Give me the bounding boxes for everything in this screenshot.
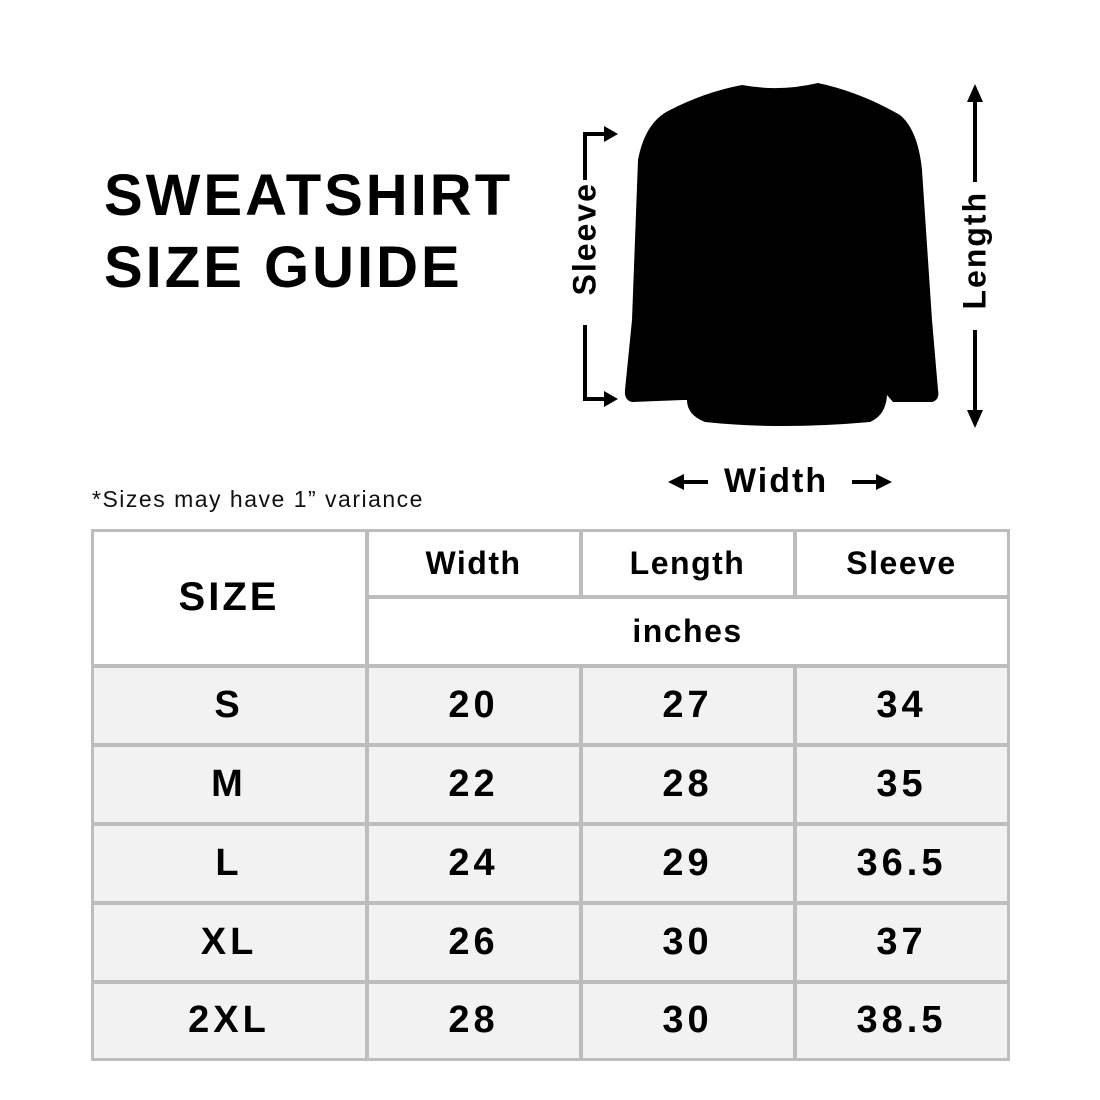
cell-size: S (90, 664, 368, 746)
cell-width: 28 (365, 980, 582, 1061)
col-header-width: Width (365, 528, 582, 598)
cell-size: M (90, 743, 368, 825)
cell-width: 20 (365, 664, 582, 746)
cell-sleeve: 37 (793, 901, 1010, 983)
cell-sleeve: 38.5 (793, 980, 1010, 1061)
cell-size: L (90, 822, 368, 904)
cell-sleeve: 34 (793, 664, 1010, 746)
col-header-sleeve: Sleeve (793, 528, 1010, 598)
unit-header: inches (365, 595, 1010, 667)
cell-length: 29 (579, 822, 796, 904)
sleeve-arrow-head-top (604, 126, 618, 142)
page-title: SWEATSHIRT SIZE GUIDE (104, 160, 513, 304)
width-arrow-head-right (876, 474, 892, 490)
title-line-2: SIZE GUIDE (104, 235, 463, 300)
cell-size: XL (90, 901, 368, 983)
sweatshirt-image (624, 83, 939, 426)
title-line-1: SWEATSHIRT (104, 163, 514, 228)
cell-width: 22 (365, 743, 582, 825)
sleeve-arrow-head-bottom (604, 391, 618, 407)
sleeve-arrow (583, 132, 605, 401)
cell-length: 30 (579, 980, 796, 1061)
cell-length: 27 (579, 664, 796, 746)
size-header: SIZE (90, 528, 368, 667)
cell-length: 30 (579, 901, 796, 983)
cell-sleeve: 35 (793, 743, 1010, 825)
cell-sleeve: 36.5 (793, 822, 1010, 904)
sleeve-label: Sleeve (566, 182, 603, 296)
size-table: SIZE Width Length Sleeve inches S 20 27 34 M… (90, 528, 1010, 1061)
cell-width: 24 (365, 822, 582, 904)
cell-size: 2XL (90, 980, 368, 1061)
length-arrow-head-bottom (967, 410, 983, 428)
cell-width: 26 (365, 901, 582, 983)
cell-length: 28 (579, 743, 796, 825)
width-label: Width (724, 462, 829, 500)
col-header-length: Length (579, 528, 796, 598)
sweatshirt-diagram (583, 83, 983, 490)
width-arrow-head-left (668, 474, 684, 490)
length-label: Length (956, 190, 993, 310)
length-arrow-head-top (967, 84, 983, 102)
variance-note: *Sizes may have 1” variance (92, 486, 424, 512)
